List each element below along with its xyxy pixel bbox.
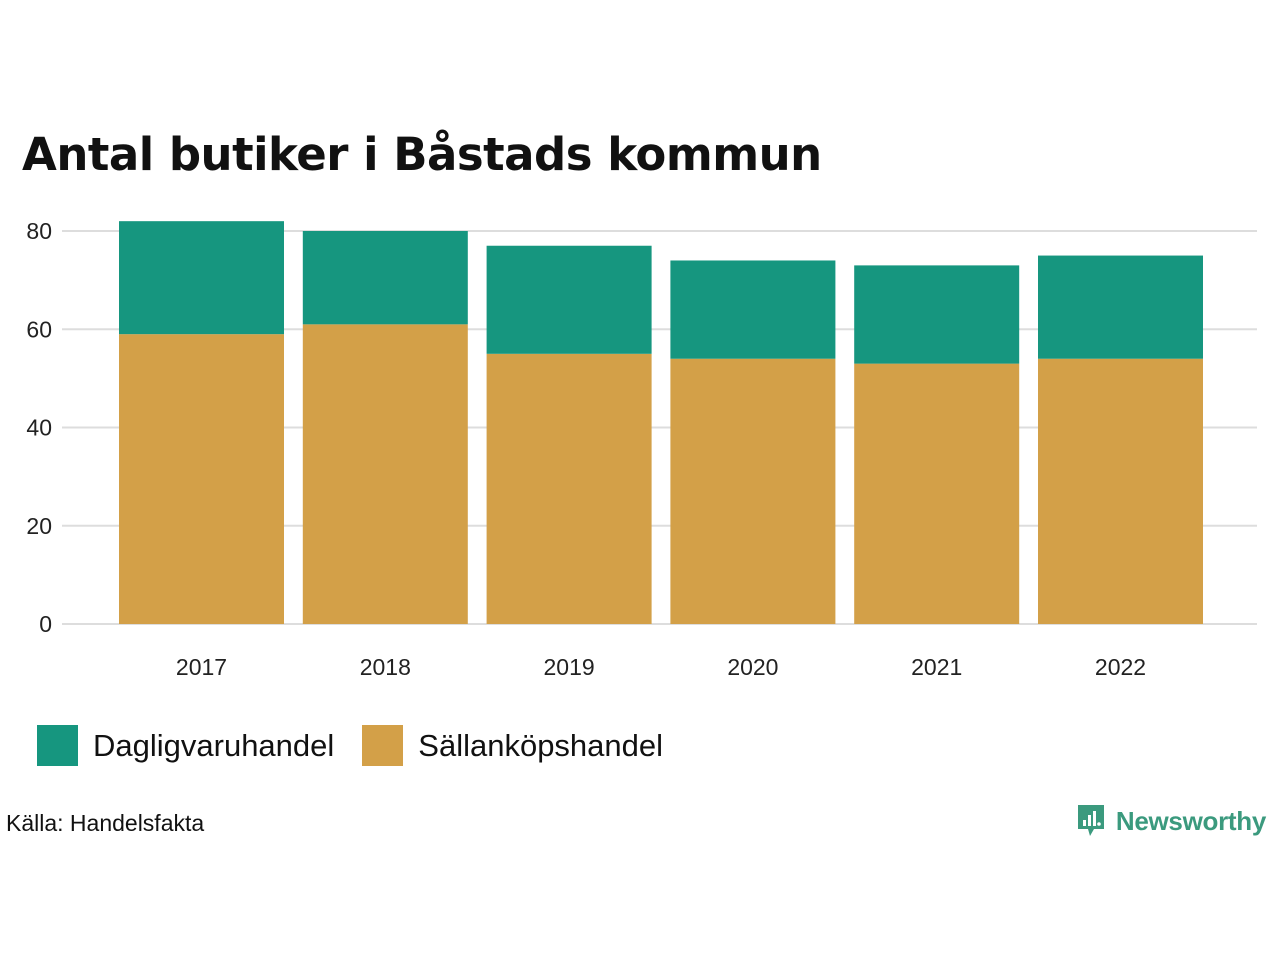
bar-sallankopshandel-2019: [486, 353, 652, 624]
bar-sallankopshandel-2020: [670, 358, 836, 624]
x-tick-label: 2021: [911, 654, 962, 680]
legend: Dagligvaruhandel Sällanköpshandel: [37, 725, 691, 766]
y-tick-label: 20: [26, 513, 52, 539]
chart-title: Antal butiker i Båstads kommun: [22, 128, 822, 181]
bar-dagligvaruhandel-2020: [670, 260, 836, 359]
chart-area: 0 20 40 60 80 2017 2018 2019 2020 2021 2022: [26, 218, 1257, 680]
x-axis-ticks: 2017 2018 2019 2020 2021 2022: [176, 654, 1146, 680]
y-tick-label: 0: [39, 611, 52, 637]
x-tick-label: 2019: [544, 654, 595, 680]
bar-dagligvaruhandel-2017: [119, 221, 284, 335]
x-tick-label: 2017: [176, 654, 227, 680]
bars: [119, 221, 1203, 624]
x-tick-label: 2018: [360, 654, 411, 680]
bar-sallankopshandel-2017: [119, 334, 284, 624]
legend-label-sallankopshandel: Sällanköpshandel: [418, 727, 664, 763]
legend-item-sallankopshandel: Sällanköpshandel: [362, 725, 663, 766]
bar-dagligvaruhandel-2019: [486, 245, 652, 354]
bar-dagligvaruhandel-2018: [302, 231, 468, 325]
legend-item-dagligvaruhandel: Dagligvaruhandel: [37, 725, 334, 766]
bar-sallankopshandel-2021: [854, 363, 1020, 624]
newsworthy-icon: [1077, 805, 1104, 836]
bar-dagligvaruhandel-2021: [854, 265, 1020, 364]
brand-name: Newsworthy: [1115, 805, 1266, 836]
y-tick-label: 80: [26, 218, 52, 244]
brand-logo: Newsworthy: [1076, 803, 1266, 839]
x-tick-label: 2022: [1095, 654, 1146, 680]
bar-sallankopshandel-2022: [1038, 358, 1203, 624]
source-note: Källa: Handelsfakta: [6, 810, 205, 836]
y-tick-label: 40: [26, 415, 52, 441]
y-axis-ticks: 0 20 40 60 80: [26, 218, 52, 637]
legend-swatch-sallankopshandel: [362, 725, 404, 766]
legend-label-dagligvaruhandel: Dagligvaruhandel: [93, 727, 335, 763]
bar-dagligvaruhandel-2022: [1038, 255, 1203, 359]
y-tick-label: 60: [26, 316, 52, 342]
bar-sallankopshandel-2018: [302, 324, 468, 624]
x-tick-label: 2020: [727, 654, 778, 680]
legend-swatch-dagligvaruhandel: [37, 725, 78, 766]
